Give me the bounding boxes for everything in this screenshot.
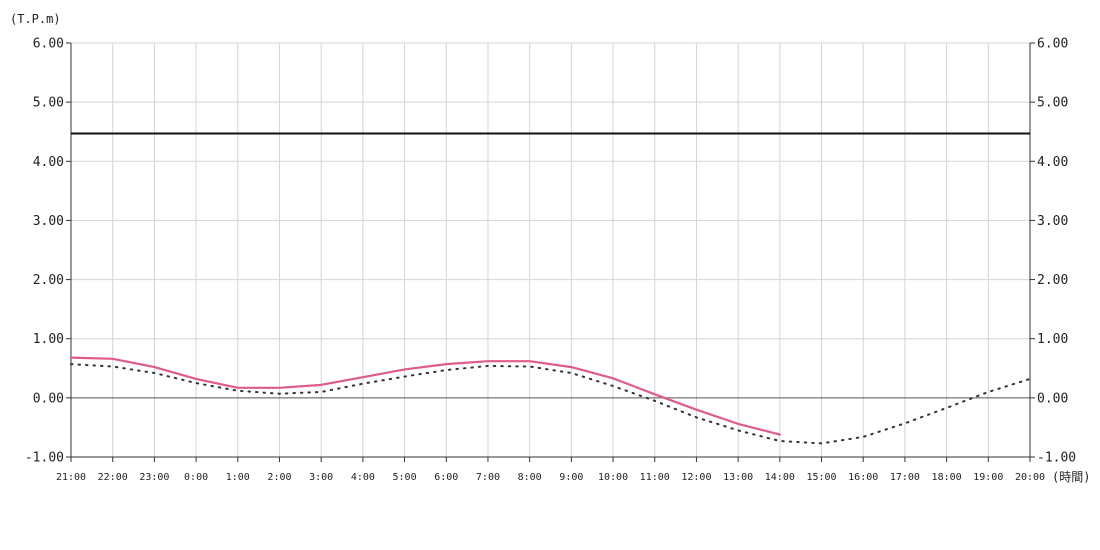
y-tick-label-left: 5.00 <box>33 96 64 111</box>
y-tick-label-left: 6.00 <box>33 37 64 52</box>
x-tick-label: 12:00 <box>681 472 711 483</box>
y-tick-label-right: 6.00 <box>1037 37 1068 52</box>
x-tick-label: 20:00 <box>1015 472 1045 483</box>
x-tick-label: 18:00 <box>932 472 962 483</box>
y-tick-label-right: 3.00 <box>1037 214 1068 229</box>
x-tick-label: 15:00 <box>806 472 836 483</box>
axes-layer: 21:00 22:00 23:00 0:00 1:00 2:00 3:00 4:00 5:00 6… <box>25 37 1076 484</box>
x-tick-label: 3:00 <box>309 472 333 483</box>
x-tick-label: 22:00 <box>98 472 128 483</box>
x-axis-unit-label: (時間) <box>1052 470 1090 484</box>
y-tick-label-right: 5.00 <box>1037 96 1068 111</box>
y-tick-label-right: -1.00 <box>1037 451 1076 466</box>
x-tick-label: 13:00 <box>723 472 753 483</box>
x-tick-label: 4:00 <box>351 472 375 483</box>
y-tick-label-right: 4.00 <box>1037 155 1068 170</box>
y-tick-label-left: -1.00 <box>25 451 64 466</box>
y-tick-label-left: 3.00 <box>33 214 64 229</box>
y-tick-label-left: 1.00 <box>33 332 64 347</box>
x-tick-label: 9:00 <box>559 472 583 483</box>
y-tick-label-left: 4.00 <box>33 155 64 170</box>
y-axis-unit-label: (T.P.m) <box>10 12 61 26</box>
x-tick-label: 6:00 <box>434 472 458 483</box>
x-tick-label: 16:00 <box>848 472 878 483</box>
x-tick-label: 21:00 <box>56 472 86 483</box>
x-tick-label: 5:00 <box>393 472 417 483</box>
y-tick-label-right: 2.00 <box>1037 273 1068 288</box>
predicted-tide-line <box>70 363 1031 445</box>
x-tick-label: 2:00 <box>267 472 291 483</box>
x-tick-label: 11:00 <box>640 472 670 483</box>
series-layer <box>69 132 1031 445</box>
x-tick-label: 10:00 <box>598 472 628 483</box>
y-tick-label-left: 0.00 <box>33 391 64 406</box>
x-tick-label: 19:00 <box>973 472 1003 483</box>
y-tick-label-left: 2.00 <box>33 273 64 288</box>
x-tick-label: 0:00 <box>184 472 208 483</box>
x-tick-label: 23:00 <box>139 472 169 483</box>
x-tick-label: 8:00 <box>518 472 542 483</box>
y-tick-label-right: 1.00 <box>1037 332 1068 347</box>
x-tick-label: 14:00 <box>765 472 795 483</box>
y-tick-label-right: 0.00 <box>1037 391 1068 406</box>
x-tick-label: 7:00 <box>476 472 500 483</box>
x-tick-label: 17:00 <box>890 472 920 483</box>
grid-layer <box>70 42 1031 458</box>
x-tick-label: 1:00 <box>226 472 250 483</box>
labels-layer: (T.P.m) (時間) <box>10 12 1090 484</box>
observed-tide-line <box>69 356 781 436</box>
